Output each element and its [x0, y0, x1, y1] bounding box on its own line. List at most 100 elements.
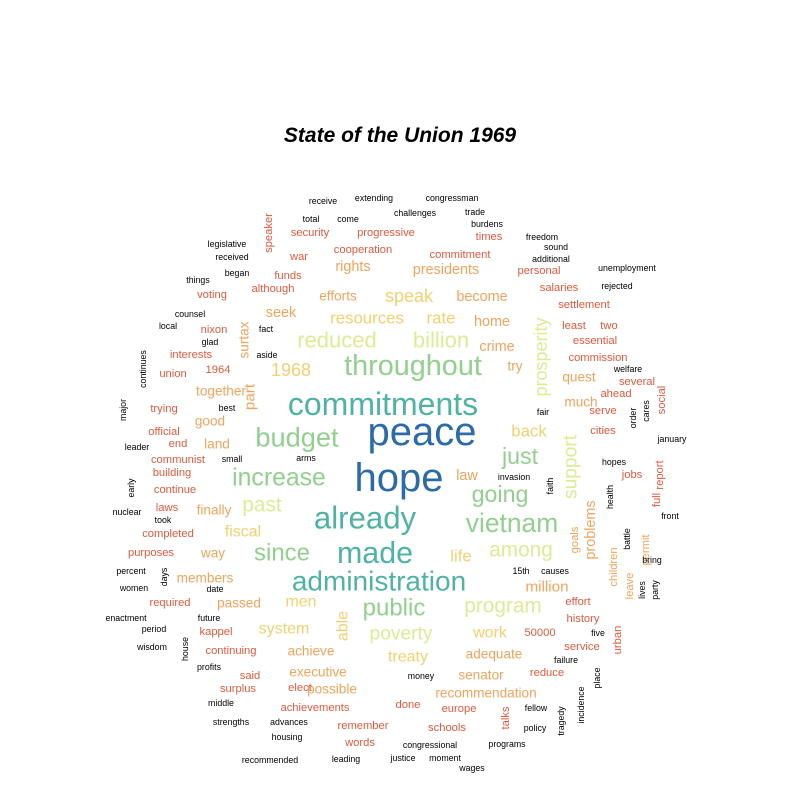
- word-funds: funds: [274, 270, 302, 282]
- word-trade: trade: [465, 207, 485, 217]
- word-words: words: [344, 737, 375, 749]
- word-crime: crime: [479, 339, 514, 355]
- word-history: history: [567, 613, 600, 625]
- word-1964: 1964: [206, 364, 231, 376]
- word-public: public: [363, 595, 426, 622]
- word-days: days: [159, 567, 169, 586]
- word-possible: possible: [307, 682, 357, 697]
- word-glad: glad: [202, 337, 219, 347]
- word-surtax: surtax: [237, 321, 252, 358]
- word-life: life: [450, 547, 471, 566]
- word-permit: permit: [640, 534, 652, 566]
- word-jobs: jobs: [621, 469, 643, 481]
- word-way: way: [200, 546, 225, 561]
- word-achieve: achieve: [288, 644, 335, 659]
- word-rejected: rejected: [601, 281, 632, 291]
- word-leader: leader: [125, 442, 150, 452]
- word-early: early: [126, 478, 136, 498]
- word-programs: programs: [488, 739, 526, 749]
- word-problems: problems: [583, 500, 599, 559]
- word-finally: finally: [197, 503, 232, 518]
- word-welfare: welfare: [613, 364, 642, 374]
- word-security: security: [291, 227, 330, 239]
- word-cities: cities: [590, 425, 616, 437]
- word-order: order: [628, 408, 638, 429]
- word-rate: rate: [427, 309, 456, 328]
- word-land: land: [204, 437, 230, 452]
- word-quest: quest: [562, 370, 595, 385]
- word-official: official: [148, 426, 180, 438]
- word-prosperity: prosperity: [531, 317, 551, 396]
- word-failure: failure: [554, 655, 578, 665]
- word-report: report: [654, 460, 666, 490]
- word-january: january: [657, 434, 687, 444]
- word-front: front: [661, 511, 679, 521]
- word-communist: communist: [151, 454, 206, 466]
- word-part: part: [242, 383, 259, 410]
- word-commission: commission: [568, 352, 627, 364]
- word-50000: 50000: [524, 627, 555, 639]
- word-increase: increase: [232, 465, 326, 492]
- word-place: place: [592, 667, 602, 688]
- word-women: women: [119, 583, 148, 593]
- word-made: made: [337, 536, 413, 570]
- word-1968: 1968: [271, 360, 311, 380]
- word-treaty: treaty: [388, 649, 428, 666]
- word-serve: serve: [589, 405, 616, 417]
- word-children: children: [608, 547, 620, 586]
- word-since: since: [254, 540, 310, 567]
- word-service: service: [564, 641, 599, 653]
- word-going: going: [472, 481, 529, 507]
- word-system: system: [259, 621, 310, 638]
- word-men: men: [285, 594, 316, 611]
- word-fiscal: fiscal: [225, 524, 261, 541]
- word-least: least: [562, 320, 587, 332]
- word-nixon: nixon: [201, 324, 228, 336]
- word-peace: peace: [368, 410, 477, 454]
- word-reduced: reduced: [297, 328, 377, 353]
- word-cares: cares: [641, 400, 651, 422]
- word-middle: middle: [208, 698, 234, 708]
- word-advances: advances: [270, 717, 308, 727]
- word-arms: arms: [296, 453, 316, 463]
- word-war: war: [289, 251, 308, 263]
- word-total: total: [303, 214, 320, 224]
- word-full: full: [651, 493, 663, 507]
- word-leave: leave: [624, 573, 636, 600]
- word-work: work: [472, 625, 508, 642]
- word-policy: policy: [524, 723, 547, 733]
- word-began: began: [225, 268, 250, 278]
- word-cooperation: cooperation: [334, 244, 392, 256]
- word-party: party: [650, 580, 660, 600]
- word-fair: fair: [537, 407, 549, 417]
- word-legislative: legislative: [208, 239, 247, 249]
- word-incidence: incidence: [576, 686, 586, 723]
- word-together: together: [196, 384, 246, 399]
- word-among: among: [489, 539, 553, 562]
- word-vietnam: vietnam: [466, 508, 558, 538]
- word-end: end: [169, 438, 188, 450]
- word-major: major: [118, 399, 128, 421]
- word-housing: housing: [272, 732, 303, 742]
- word-try: try: [507, 359, 522, 374]
- word-schools: schools: [428, 722, 466, 734]
- word-two: two: [600, 320, 617, 332]
- word-unemployment: unemployment: [598, 263, 656, 273]
- word-adequate: adequate: [466, 647, 523, 662]
- word-hope: hope: [355, 456, 444, 500]
- word-enactment: enactment: [105, 613, 147, 623]
- word-battle: battle: [622, 528, 632, 550]
- word-personal: personal: [518, 265, 561, 277]
- word-settlement: settlement: [558, 299, 611, 311]
- word-able: able: [335, 611, 352, 641]
- word-challenges: challenges: [394, 208, 437, 218]
- word-health: health: [605, 485, 615, 509]
- word-required: required: [149, 597, 190, 609]
- word-best: best: [219, 403, 236, 413]
- word-things: things: [186, 275, 210, 285]
- word-rights: rights: [335, 259, 370, 275]
- word-extending: extending: [355, 193, 393, 203]
- word-recommendation: recommendation: [435, 686, 536, 701]
- word-support: support: [561, 434, 582, 499]
